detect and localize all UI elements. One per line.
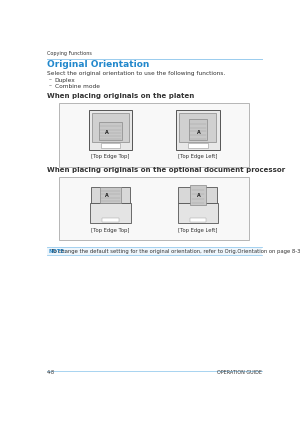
Text: [Top Edge Left]: [Top Edge Left] xyxy=(178,154,218,159)
Text: Select the original orientation to use the following functions.: Select the original orientation to use t… xyxy=(47,71,225,76)
Bar xyxy=(190,218,206,222)
Text: –: – xyxy=(49,84,52,89)
Text: A: A xyxy=(105,130,109,134)
Text: [Top Edge Top]: [Top Edge Top] xyxy=(91,228,130,233)
Bar xyxy=(188,143,208,148)
Text: Copying Functions: Copying Functions xyxy=(47,51,92,57)
Bar xyxy=(59,177,249,241)
Bar xyxy=(176,110,220,150)
Text: –: – xyxy=(49,78,52,82)
Bar xyxy=(99,122,122,140)
Text: [Top Edge Top]: [Top Edge Top] xyxy=(91,154,130,159)
Bar xyxy=(47,247,262,255)
Bar xyxy=(190,185,206,205)
Text: NOTE:: NOTE: xyxy=(48,249,67,254)
Bar xyxy=(91,187,130,203)
Bar xyxy=(100,187,121,203)
Bar xyxy=(188,119,207,140)
Bar xyxy=(89,110,132,150)
Bar xyxy=(179,113,216,142)
Bar xyxy=(59,103,249,167)
Text: 4-8: 4-8 xyxy=(47,370,55,375)
Bar xyxy=(178,203,218,224)
Text: Duplex: Duplex xyxy=(55,78,75,82)
Bar xyxy=(92,113,129,142)
Text: A: A xyxy=(197,130,201,135)
Bar xyxy=(178,187,217,203)
Text: [Top Edge Left]: [Top Edge Left] xyxy=(178,228,218,233)
Text: When placing originals on the optional document processor: When placing originals on the optional d… xyxy=(47,167,285,173)
Text: When placing originals on the platen: When placing originals on the platen xyxy=(47,93,194,99)
Text: OPERATION GUIDE: OPERATION GUIDE xyxy=(217,370,262,375)
Text: A: A xyxy=(105,193,109,198)
Text: A: A xyxy=(197,193,200,198)
Bar xyxy=(101,143,120,148)
Text: To change the default setting for the original orientation, refer to Orig.Orient: To change the default setting for the or… xyxy=(48,249,300,254)
Bar xyxy=(90,203,130,224)
Text: Original Orientation: Original Orientation xyxy=(47,60,149,69)
Bar xyxy=(102,218,119,222)
Text: Combine mode: Combine mode xyxy=(55,84,100,89)
